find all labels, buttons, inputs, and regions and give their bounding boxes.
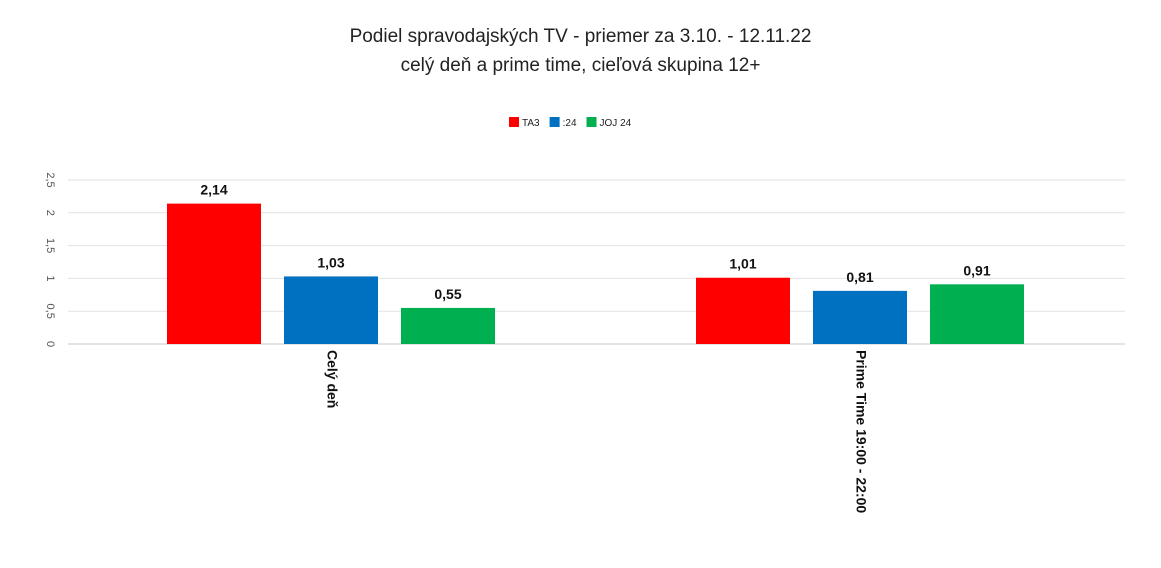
y-tick-label: 1 — [44, 275, 56, 281]
legend-swatch — [586, 117, 597, 127]
y-tick-label: 2,5 — [44, 172, 56, 187]
data-label: 2,14 — [200, 182, 227, 198]
bar — [813, 290, 907, 344]
data-label: 1,03 — [317, 254, 344, 270]
y-tick-label: 1,5 — [44, 238, 56, 253]
bar — [696, 277, 790, 344]
legend-label: TA3 — [522, 118, 540, 129]
chart-title-line1: Podiel spravodajských TV - priemer za 3.… — [349, 26, 812, 47]
legend-label: JOJ 24 — [600, 118, 632, 129]
data-labels: 2,14 1,03 0,55 1,01 0,81 0,91 — [200, 182, 990, 302]
legend-label: :24 — [563, 118, 577, 129]
y-tick-label: 0 — [44, 341, 56, 347]
legend-swatch — [509, 117, 519, 127]
bar — [167, 203, 261, 344]
chart-subtitle: celý deň a prime time, cieľová skupina 1… — [400, 55, 761, 76]
y-tick-label: 0,5 — [44, 304, 56, 319]
bar — [401, 307, 495, 344]
data-label: 0,91 — [963, 262, 990, 278]
category-labels: Celý deň Prime Time 19:00 - 22:00 — [324, 350, 869, 513]
category-label: Prime Time 19:00 - 22:00 — [853, 350, 869, 513]
bars — [167, 203, 1024, 344]
chart-title: Podiel spravodajských TV - priemer za 3.… — [0, 22, 1161, 80]
legend: TA3 :24 JOJ 24 — [509, 117, 632, 129]
y-axis: 0 0,5 1 1,5 2 2,5 — [44, 172, 56, 347]
category-label: Celý deň — [324, 350, 340, 408]
data-label: 0,55 — [434, 286, 461, 302]
bar — [284, 276, 378, 344]
data-label: 1,01 — [729, 256, 756, 272]
data-label: 0,81 — [846, 269, 873, 285]
bar — [930, 284, 1024, 344]
legend-swatch — [549, 117, 560, 127]
y-tick-label: 2 — [44, 210, 56, 216]
